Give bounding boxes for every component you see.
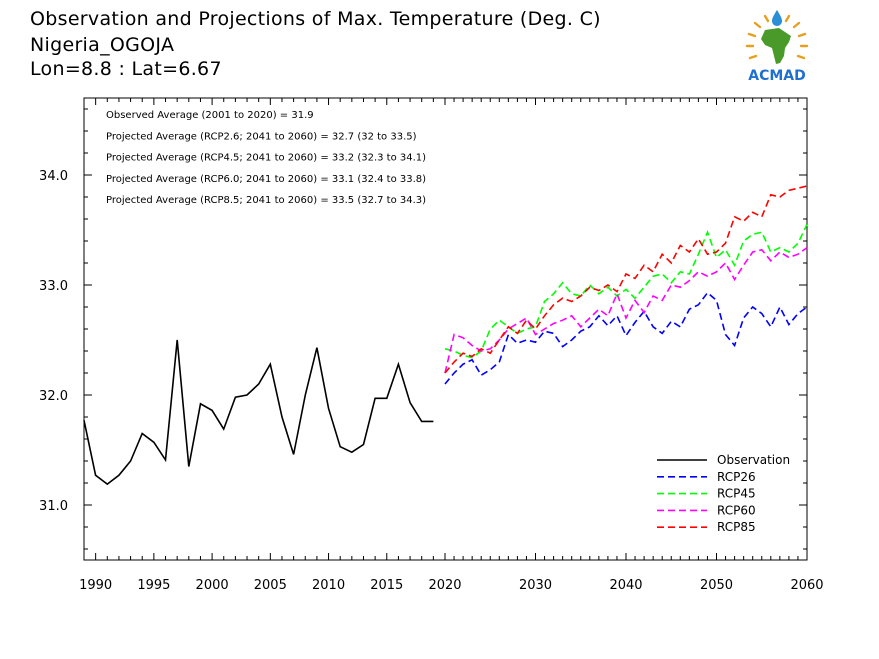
x-tick-label: 2005 [254, 578, 287, 593]
y-tick-label: 33.0 [39, 279, 68, 294]
x-tick-label: 2010 [312, 578, 345, 593]
annotation-line: Projected Average (RCP4.5; 2041 to 2060)… [106, 153, 426, 164]
series-line-rcp85 [444, 185, 808, 374]
annotation-line: Projected Average (RCP6.0; 2041 to 2060)… [106, 174, 426, 185]
africa-map-logo-icon: ACMAD [745, 10, 809, 84]
legend-label: RCP45 [717, 487, 756, 501]
logo-text: ACMAD [748, 68, 806, 84]
acmad-logo: ACMAD [735, 8, 819, 84]
x-tick-label: 2015 [370, 578, 403, 593]
x-tick-label: 1990 [79, 578, 112, 593]
station-name: Nigeria_OGOJA [30, 34, 175, 56]
legend-label: RCP85 [717, 520, 756, 534]
y-tick-label: 31.0 [39, 499, 68, 514]
annotations: Observed Average (2001 to 2020) = 31.9 Pr… [106, 110, 426, 206]
x-tick-label: 2040 [609, 578, 642, 593]
series-lines [83, 185, 808, 486]
annotation-line: Observed Average (2001 to 2020) = 31.9 [106, 110, 314, 121]
x-tick-label: 2050 [700, 578, 733, 593]
y-tick-label: 34.0 [39, 169, 68, 184]
legend-label: Observation [717, 453, 790, 467]
coordinates-label: Lon=8.8 : Lat=6.67 [30, 58, 222, 80]
y-tick-label: 32.0 [39, 389, 68, 404]
legend-label: RCP60 [717, 503, 756, 517]
chart-title: Observation and Projections of Max. Temp… [30, 8, 601, 30]
series-line-rcp45 [444, 224, 808, 359]
series-line-rcp26 [444, 291, 808, 385]
series-line-observation [83, 339, 434, 486]
x-tick-labels: 1990 1995 2000 2005 2010 2015 2020 2030 2040 2050… [79, 578, 823, 593]
axis-ticks [84, 98, 808, 560]
y-tick-labels: 31.0 32.0 33.0 34.0 [39, 169, 68, 514]
series-line-rcp60 [444, 246, 808, 374]
x-tick-label: 2000 [196, 578, 229, 593]
plot-frame [83, 97, 808, 561]
annotation-line: Projected Average (RCP2.6; 2041 to 2060)… [106, 131, 417, 142]
x-tick-label: 1995 [137, 578, 170, 593]
legend: Observation RCP26 RCP45 RCP60 RCP85 [657, 453, 790, 534]
legend-label: RCP26 [717, 470, 756, 484]
x-tick-label: 2020 [428, 578, 461, 593]
x-tick-label: 2060 [790, 578, 823, 593]
x-tick-label: 2030 [519, 578, 552, 593]
annotation-line: Projected Average (RCP8.5; 2041 to 2060)… [106, 195, 426, 206]
